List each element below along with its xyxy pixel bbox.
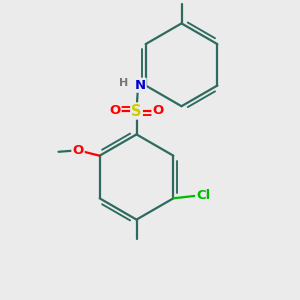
Text: H: H [119, 78, 128, 88]
Text: O: O [72, 144, 84, 157]
Text: O: O [152, 104, 164, 118]
Text: S: S [131, 103, 142, 118]
Text: Cl: Cl [196, 189, 211, 203]
Text: N: N [134, 79, 146, 92]
Text: O: O [109, 104, 121, 118]
